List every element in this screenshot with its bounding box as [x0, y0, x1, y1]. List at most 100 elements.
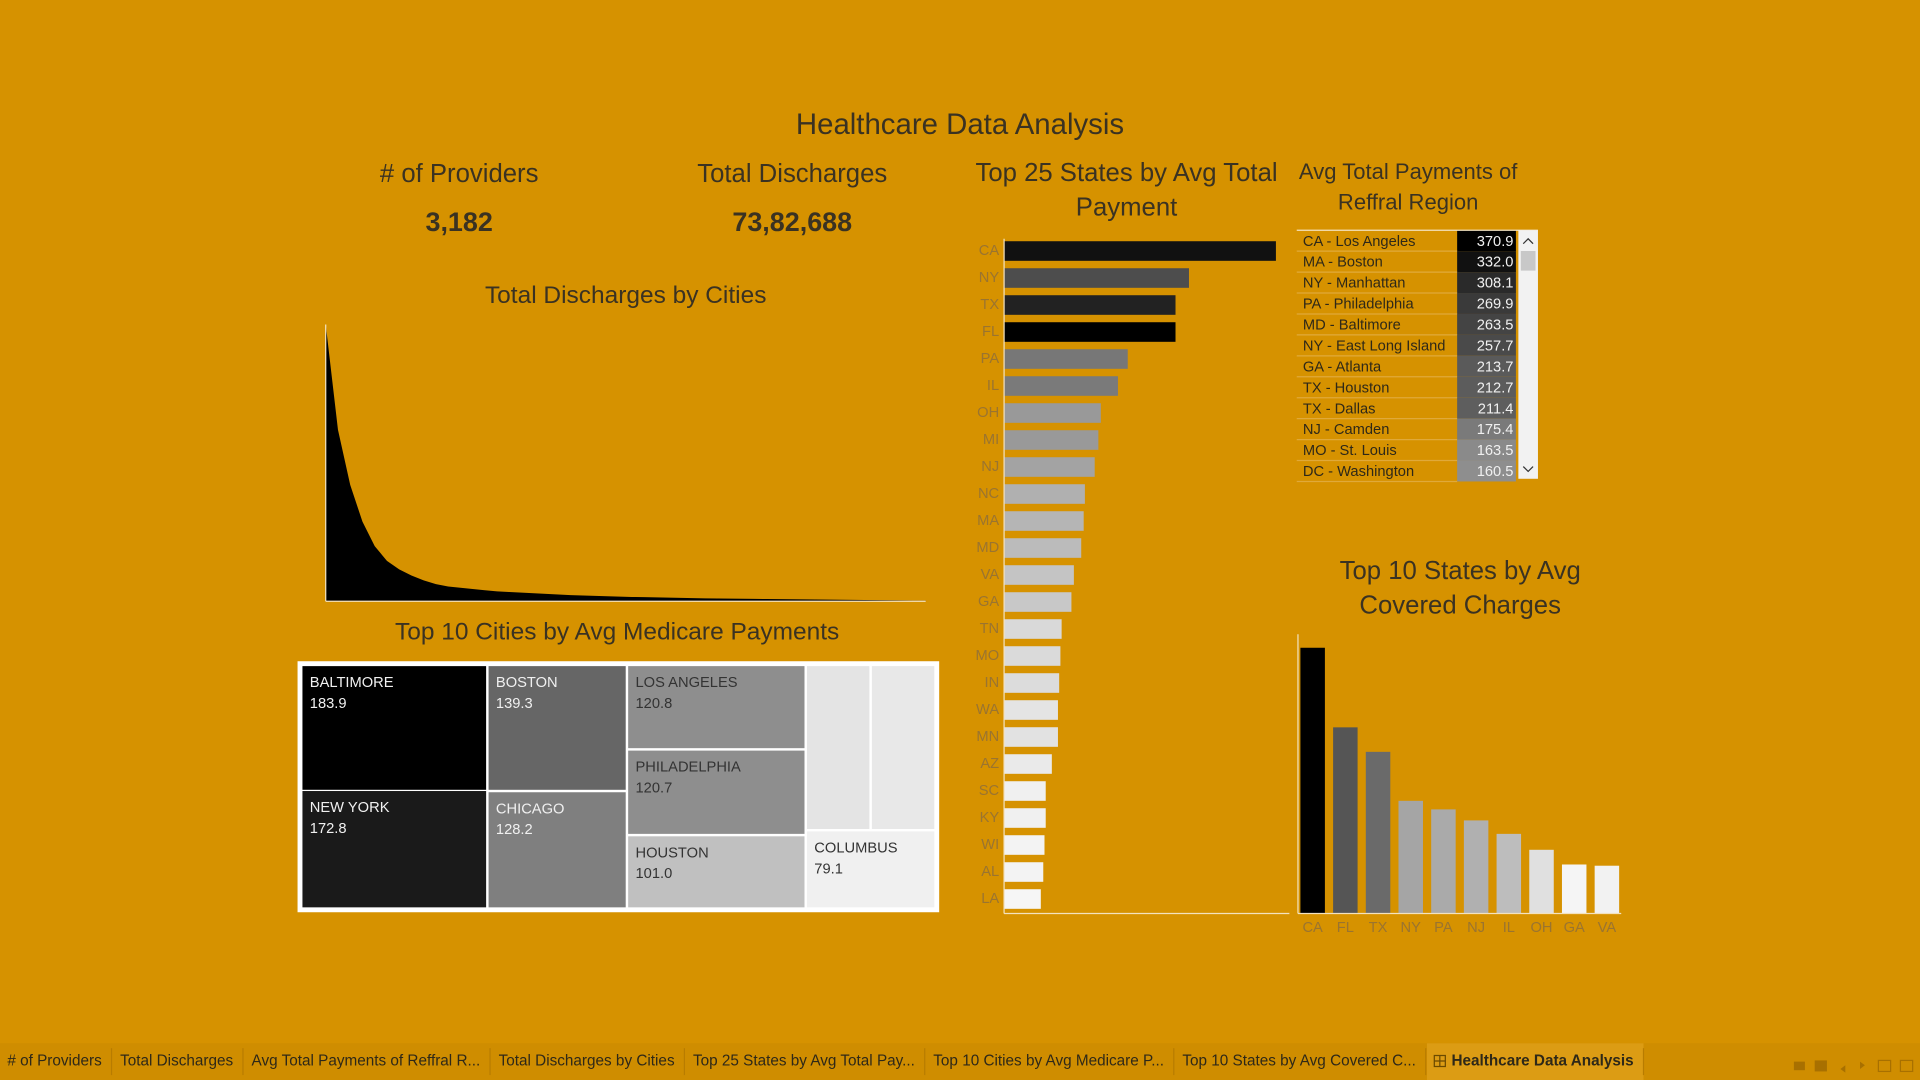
- bar: [1004, 889, 1041, 909]
- y-tick-label: LA: [981, 891, 999, 907]
- kpi-value: 3,182: [425, 207, 492, 237]
- tab-label: Top 25 States by Avg Total Pay...: [693, 1053, 915, 1070]
- chart-title: Top 10 Cities by Avg Medicare Payments: [395, 619, 839, 646]
- bar: [1004, 484, 1085, 504]
- x-tick-label: GA: [1564, 920, 1585, 936]
- cell-value: 163.5: [1477, 443, 1514, 459]
- cell-value: 332.0: [1477, 255, 1514, 271]
- table-cell: [1457, 334, 1516, 356]
- x-tick-label: IL: [1503, 920, 1515, 936]
- tab-label: Healthcare Data Analysis: [1451, 1053, 1633, 1070]
- y-tick-label: AL: [981, 864, 999, 880]
- cell-value: 257.7: [1477, 338, 1514, 354]
- y-tick-label: NC: [978, 486, 1000, 502]
- bar: [1004, 268, 1189, 288]
- y-tick-label: NY: [979, 270, 1000, 286]
- y-tick-label: SC: [979, 783, 1000, 799]
- treemap-cell: [871, 666, 935, 829]
- cell-label: NEW YORK: [310, 800, 390, 816]
- y-tick-label: KY: [980, 810, 1000, 826]
- treemap-cell: [628, 666, 805, 749]
- row-label: MA - Boston: [1303, 255, 1383, 271]
- tab[interactable]: Top 25 States by Avg Total Pay...: [686, 1043, 925, 1080]
- table-cell: [1457, 293, 1516, 314]
- chart-title-box: Top 10 States by Avg Covered Charges: [1340, 557, 1581, 619]
- bar: [1004, 322, 1176, 342]
- y-tick-label: FL: [982, 324, 999, 340]
- kpi-value: 73,82,688: [732, 207, 852, 237]
- x-tick-label: CA: [1302, 920, 1323, 936]
- bar: [1004, 673, 1060, 693]
- row-label: MO - St. Louis: [1303, 443, 1397, 459]
- y-tick-label: VA: [981, 567, 1000, 583]
- bar: [1004, 808, 1046, 828]
- cell-value: 370.9: [1477, 234, 1514, 250]
- tab[interactable]: Total Discharges: [113, 1043, 243, 1080]
- y-tick-label: WI: [981, 837, 999, 853]
- y-tick-label: WA: [976, 702, 999, 718]
- bar: [1004, 430, 1099, 450]
- row-label: NJ - Camden: [1303, 422, 1390, 438]
- bar: [1004, 619, 1062, 639]
- scroll-thumb: [1520, 251, 1536, 271]
- cell-value: 263.5: [1477, 318, 1514, 334]
- tab[interactable]: Top 10 States by Avg Covered C...: [1175, 1043, 1426, 1080]
- cell-label: BALTIMORE: [310, 675, 394, 691]
- row-label: DC - Washington: [1303, 464, 1414, 480]
- chart-title: Avg Total Payments of Reffral Region: [1298, 159, 1518, 215]
- tab[interactable]: # of Providers: [0, 1043, 112, 1080]
- kpi-label: # of Providers: [380, 160, 539, 188]
- table-cell: [1457, 230, 1516, 252]
- bar: [1004, 376, 1118, 396]
- bar: [1300, 647, 1325, 914]
- tab-label: Top 10 States by Avg Covered C...: [1182, 1053, 1416, 1070]
- treemap-cell: [488, 666, 626, 790]
- nav-controls: [1793, 1059, 1914, 1073]
- cell-label: HOUSTON: [636, 845, 709, 861]
- table-cell: [1457, 397, 1516, 419]
- y-tick-label: IL: [987, 378, 999, 394]
- treemap-cell: [628, 750, 805, 834]
- x-tick-label: TX: [1369, 920, 1388, 936]
- y-tick-label: GA: [978, 594, 999, 610]
- table-cell: [1457, 251, 1516, 273]
- cell-value: 175.4: [1477, 422, 1514, 438]
- y-tick-label: CA: [979, 243, 1000, 259]
- bar: [1365, 751, 1391, 914]
- cell-value: 120.7: [636, 780, 673, 796]
- tab[interactable]: Avg Total Payments of Reffral R...: [244, 1043, 490, 1080]
- bar: [1004, 241, 1276, 261]
- tab[interactable]: Total Discharges by Cities: [491, 1043, 684, 1080]
- x-tick-label: NY: [1401, 920, 1422, 936]
- x-tick-label: NJ: [1467, 920, 1485, 936]
- table-cell: [1457, 272, 1516, 294]
- cell-value: 213.7: [1477, 359, 1514, 375]
- y-tick-label: TX: [980, 297, 999, 313]
- y-tick-label: AZ: [980, 756, 999, 772]
- cell-value: 128.2: [496, 822, 533, 838]
- bar: [1004, 700, 1058, 720]
- bar: [1004, 592, 1072, 612]
- bar: [1496, 833, 1522, 914]
- tab[interactable]: Top 10 Cities by Avg Medicare P...: [926, 1043, 1174, 1080]
- row-label: TX - Dallas: [1303, 401, 1376, 417]
- tab-icon: [1433, 1054, 1446, 1068]
- cell-label: PHILADELPHIA: [636, 760, 742, 776]
- bar: [1463, 820, 1489, 914]
- treemap-cell: [628, 836, 805, 908]
- bar: [1004, 457, 1095, 477]
- bar: [1004, 754, 1052, 774]
- cell-value: 139.3: [496, 696, 533, 712]
- row-label: NY - East Long Island: [1303, 338, 1446, 354]
- x-tick-label: PA: [1434, 920, 1453, 936]
- y-tick-label: NJ: [981, 459, 999, 475]
- table-cell: [1457, 460, 1516, 482]
- bar: [1004, 538, 1082, 558]
- tab[interactable]: Healthcare Data Analysis: [1426, 1043, 1644, 1080]
- cell-label: LOS ANGELES: [636, 675, 738, 691]
- cell-value: 308.1: [1477, 276, 1514, 292]
- area: [325, 324, 926, 602]
- tab-label: Avg Total Payments of Reffral R...: [252, 1053, 481, 1070]
- cell-label: BOSTON: [496, 675, 558, 691]
